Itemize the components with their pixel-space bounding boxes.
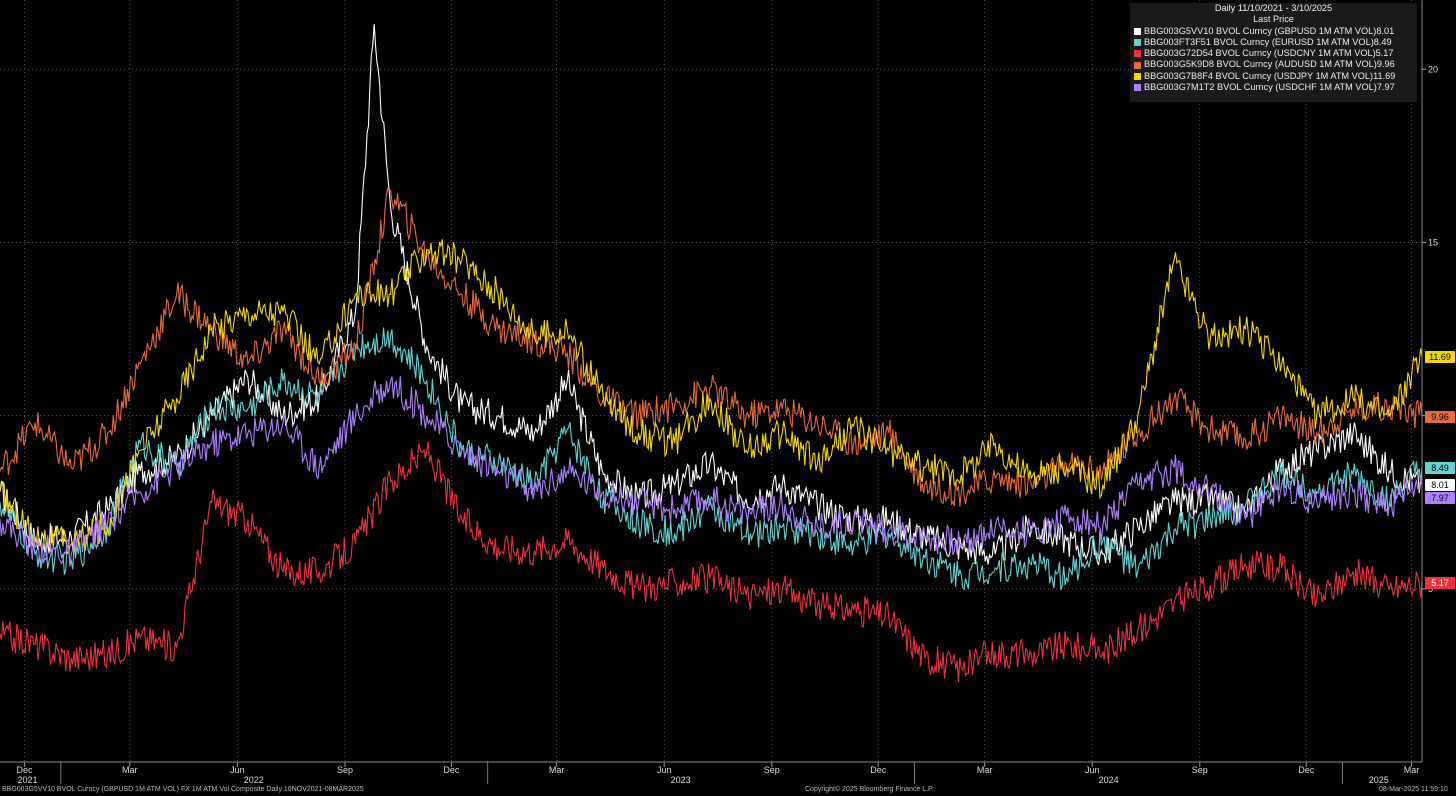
grid-lines — [0, 0, 1422, 762]
x-month-label: Jun — [230, 765, 245, 775]
legend-series-name: BBG003G72D54 BVOL Curncy (USDCNY 1M ATM … — [1144, 48, 1376, 59]
x-year-label: 2022 — [244, 775, 264, 785]
legend-last-value: 5.17 — [1375, 48, 1394, 59]
x-month-label: Sep — [1192, 765, 1208, 775]
x-month-label: Mar — [1404, 765, 1420, 775]
last-value-tag: 8.01 — [1425, 478, 1455, 491]
series-line — [0, 327, 1423, 591]
x-month-label: Dec — [870, 765, 887, 775]
legend-series-name: BBG003G5VV10 BVOL Curncy (GBPUSD 1M ATM … — [1144, 25, 1377, 36]
legend-entry: BBG003G7B8F4 BVOL Curncy (USDJPY 1M ATM … — [1130, 71, 1417, 82]
legend-last-value: 7.97 — [1376, 82, 1395, 93]
legend-series-name: BBG003G7B8F4 BVOL Curncy (USDJPY 1M ATM … — [1144, 70, 1374, 81]
series-line — [0, 441, 1423, 683]
legend-swatch — [1134, 61, 1141, 69]
series-line — [0, 187, 1423, 507]
series-line — [0, 376, 1423, 567]
last-value-tag: 11.69 — [1425, 351, 1455, 364]
legend-series-name: BBG003G7M1T2 BVOL Curncy (USDCHF 1M ATM … — [1144, 82, 1377, 93]
x-month-label: Sep — [764, 765, 780, 775]
legend-swatch — [1134, 50, 1141, 58]
legend-entry: BBG003G72D54 BVOL Curncy (USDCNY 1M ATM … — [1130, 48, 1417, 59]
x-month-label: Jun — [657, 765, 672, 775]
legend-swatch — [1134, 84, 1141, 92]
legend-last-value: 8.49 — [1373, 36, 1392, 47]
x-month-label: Dec — [17, 765, 34, 775]
series-line — [0, 239, 1423, 555]
legend-series-name: BBG003FT3F51 BVOL Curncy (EURUSD 1M ATM … — [1144, 36, 1374, 47]
x-year-label: 2023 — [671, 775, 691, 785]
x-year-label: 2024 — [1099, 775, 1119, 785]
x-year-label: 2025 — [1369, 775, 1389, 785]
y-tick-label: 20 — [1428, 64, 1438, 74]
chart-subtitle: Last Price — [1253, 14, 1294, 25]
legend-swatch — [1134, 72, 1141, 80]
legend-last-value: 11.69 — [1373, 70, 1396, 81]
legend-entry: BBG003G7M1T2 BVOL Curncy (USDCHF 1M ATM … — [1130, 82, 1417, 93]
x-month-label: Dec — [443, 765, 460, 775]
x-month-label: Mar — [977, 765, 993, 775]
series-line — [0, 24, 1423, 566]
legend-swatch — [1134, 27, 1141, 35]
x-year-label: 2021 — [18, 775, 38, 785]
legend-swatch — [1134, 39, 1141, 47]
footer-copyright: Copyright© 2025 Bloomberg Finance L.P. — [805, 786, 934, 793]
x-month-label: Mar — [549, 765, 565, 775]
legend-entry: BBG003G5VV10 BVOL Curncy (GBPUSD 1M ATM … — [1130, 26, 1417, 37]
x-month-label: Mar — [122, 765, 138, 775]
legend-series-name: BBG003G5K9D8 BVOL Curncy (AUDUSD 1M ATM … — [1144, 59, 1377, 70]
x-month-label: Sep — [337, 765, 353, 775]
y-tick-label: 15 — [1428, 237, 1438, 247]
footer-description: BBG003G5VV10 BVOL Curncy (GBPUSD 1M ATM … — [2, 786, 364, 793]
last-value-tag: 8.49 — [1425, 461, 1455, 474]
x-month-label: Jun — [1085, 765, 1100, 775]
legend-last-value: 8.01 — [1376, 25, 1395, 36]
legend-last-value: 9.96 — [1376, 59, 1395, 70]
legend-entry: BBG003G5K9D8 BVOL Curncy (AUDUSD 1M ATM … — [1130, 59, 1417, 70]
footer-timestamp: 08-Mar-2025 11:59:10 — [1379, 786, 1448, 793]
series-layer — [0, 24, 1423, 683]
chart-title: Daily 11/10/2021 - 3/10/2025 — [1214, 3, 1333, 13]
last-value-tag: 5.17 — [1425, 576, 1455, 589]
legend-entry: BBG003FT3F51 BVOL Curncy (EURUSD 1M ATM … — [1130, 37, 1417, 48]
last-value-tag: 9.96 — [1425, 411, 1455, 424]
legend: Daily 11/10/2021 - 3/10/2025 Last Price … — [1130, 3, 1417, 102]
x-month-label: Dec — [1298, 765, 1315, 775]
last-value-tag: 7.97 — [1425, 491, 1455, 504]
